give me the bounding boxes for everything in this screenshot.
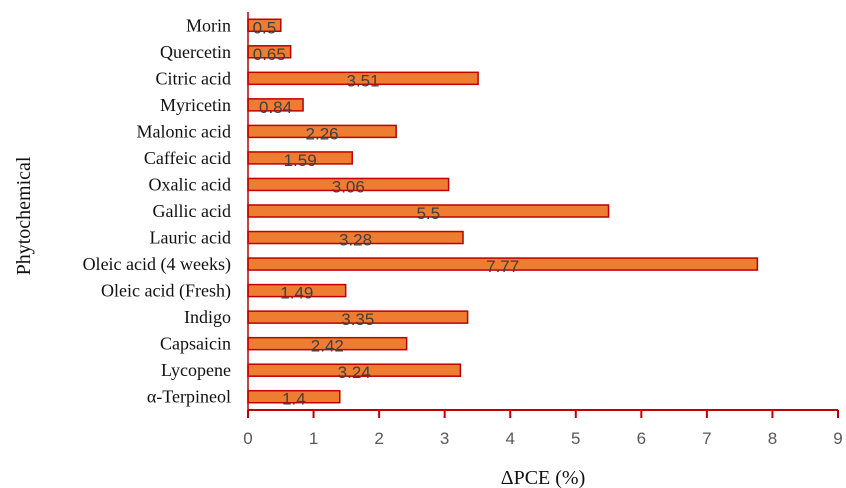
category-label-malonic-acid: Malonic acid [137, 121, 231, 141]
data-label-capsaicin: 2.42 [311, 337, 344, 356]
x-axis: 0 1 2 3 4 5 6 7 8 9 [243, 12, 843, 448]
data-label-oxalic-acid: 3.06 [332, 177, 365, 196]
x-tick-label-6: 6 [637, 429, 646, 448]
x-tick-label-5: 5 [571, 429, 580, 448]
data-label-quercetin: 0.65 [253, 45, 286, 64]
category-label-citric-acid: Citric acid [156, 68, 231, 88]
x-axis-title: ΔPCE (%) [501, 467, 586, 488]
data-label-caffeic-acid: 1.59 [284, 151, 317, 170]
data-label-gallic-acid: 5.5 [416, 204, 440, 223]
category-label-terpineol: α-Terpineol [147, 387, 231, 407]
data-label-myricetin: 0.84 [259, 98, 292, 117]
category-label-oleic-acid-fresh: Oleic acid (Fresh) [101, 281, 231, 302]
data-label-lycopene: 3.24 [338, 363, 371, 382]
x-tick-label-1: 1 [309, 429, 318, 448]
category-label-lycopene: Lycopene [161, 360, 231, 380]
category-label-oleic-acid-4-weeks: Oleic acid (4 weeks) [83, 254, 231, 275]
category-label-caffeic-acid: Caffeic acid [144, 148, 231, 168]
x-tick-label-2: 2 [374, 429, 383, 448]
x-tick-label-9: 9 [833, 429, 842, 448]
y-axis-title: Phytochemical [13, 156, 35, 275]
category-label-lauric-acid: Lauric acid [150, 228, 231, 248]
x-tick-label-3: 3 [440, 429, 449, 448]
category-label-quercetin: Quercetin [160, 42, 231, 62]
category-label-myricetin: Myricetin [160, 95, 231, 115]
data-label-oleic-acid-4-weeks: 7.77 [486, 257, 519, 276]
x-tick-label-4: 4 [505, 429, 514, 448]
data-label-malonic-acid: 2.26 [306, 124, 339, 143]
x-tick-label-0: 0 [243, 429, 252, 448]
category-labels: Morin Quercetin Citric acid Myricetin Maloni… [83, 15, 231, 406]
data-label-terpineol: 1.4 [282, 390, 306, 409]
data-label-oleic-acid-fresh: 1.49 [280, 284, 313, 303]
data-label-morin: 0.5 [253, 18, 277, 37]
x-tick-label-8: 8 [768, 429, 777, 448]
category-label-indigo: Indigo [184, 307, 231, 327]
data-labels: 0.5 0.65 3.51 0.84 2.26 1.59 3.06 5.5 3.28 7.77 1.… [253, 18, 520, 408]
category-label-capsaicin: Capsaicin [160, 334, 231, 354]
data-label-citric-acid: 3.51 [347, 71, 380, 90]
x-tick-label-7: 7 [702, 429, 711, 448]
category-label-morin: Morin [186, 15, 231, 35]
category-label-gallic-acid: Gallic acid [153, 201, 231, 221]
category-label-oxalic-acid: Oxalic acid [149, 174, 231, 194]
data-label-lauric-acid: 3.28 [339, 231, 372, 250]
data-label-indigo: 3.35 [341, 310, 374, 329]
